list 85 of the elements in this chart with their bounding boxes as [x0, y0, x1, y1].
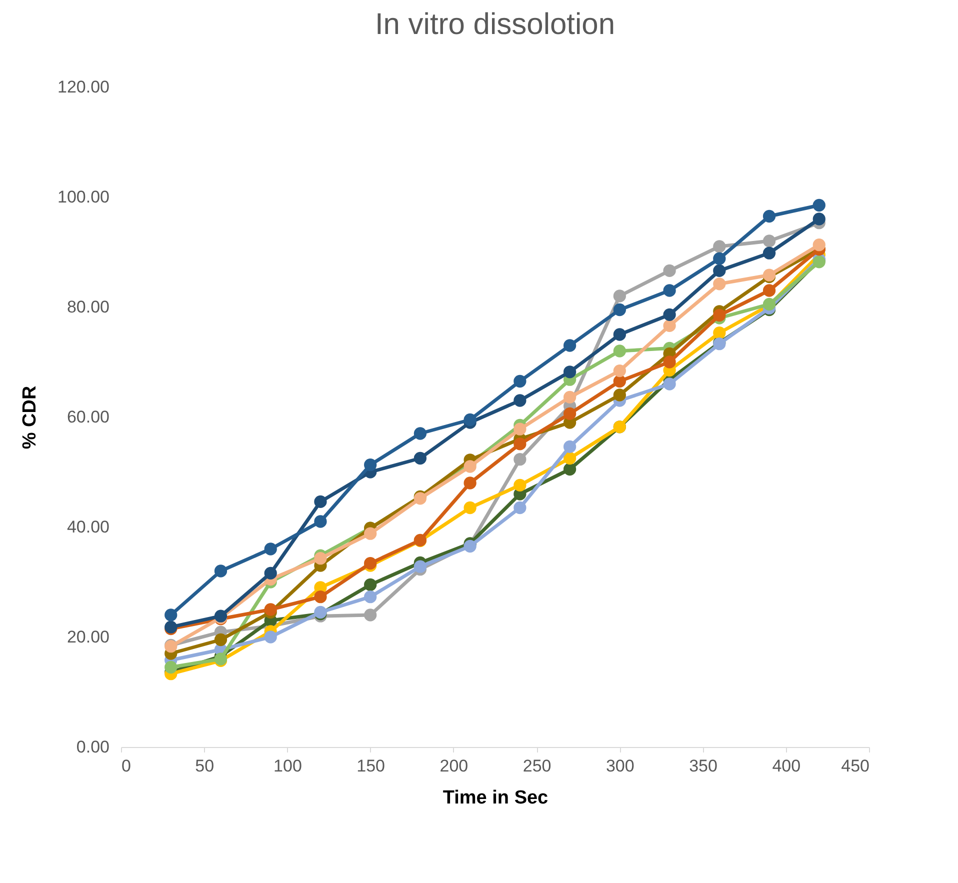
point: [264, 542, 277, 556]
point: [713, 264, 726, 278]
point: [464, 476, 476, 490]
point: [514, 422, 526, 436]
point: [563, 462, 576, 476]
point: [663, 356, 676, 368]
x-tick-label: 350: [689, 756, 718, 776]
y-tick-label: 60.00: [66, 408, 110, 426]
point: [613, 303, 626, 316]
point: [414, 452, 427, 465]
point: [214, 564, 228, 578]
point: [762, 284, 776, 297]
point: [214, 633, 228, 646]
point: [713, 326, 726, 340]
point: [164, 608, 178, 622]
point: [464, 460, 476, 473]
point: [762, 210, 776, 223]
point: [563, 339, 576, 352]
x-tick-label: 400: [772, 756, 801, 776]
y-tick-label: 0.00: [76, 738, 110, 756]
point: [414, 560, 427, 573]
point: [663, 308, 676, 322]
point: [762, 246, 776, 260]
point: [364, 608, 377, 622]
x-tick-label: 100: [274, 756, 302, 776]
y-tick-label: 100.00: [58, 188, 110, 206]
point: [314, 590, 327, 604]
point: [264, 566, 277, 580]
x-tick-label: 200: [440, 756, 468, 776]
point: [663, 378, 676, 390]
point: [812, 198, 826, 212]
x-tick-label: 0: [122, 756, 131, 776]
point: [464, 501, 476, 514]
point: [514, 438, 526, 450]
point: [414, 427, 427, 440]
point: [613, 364, 626, 378]
y-tick-label: 120.00: [58, 78, 110, 96]
point: [663, 284, 676, 297]
point: [314, 552, 327, 565]
point: [364, 527, 377, 540]
point: [713, 252, 726, 265]
point: [314, 515, 327, 528]
point: [314, 495, 327, 508]
point: [164, 660, 178, 674]
point: [713, 240, 726, 253]
point: [613, 388, 626, 402]
point: [264, 630, 277, 644]
point: [364, 458, 377, 472]
y-tick-label: 40.00: [66, 518, 110, 536]
point: [563, 390, 576, 404]
point: [514, 374, 526, 388]
point: [613, 290, 626, 302]
y-tick-label: 80.00: [66, 298, 110, 316]
point: [563, 440, 576, 454]
point: [563, 366, 576, 378]
point: [663, 264, 676, 278]
x-tick-label: 150: [356, 756, 386, 776]
point: [812, 238, 826, 252]
point: [264, 603, 277, 616]
x-tick-label: 250: [522, 756, 552, 776]
point: [812, 212, 826, 226]
y-axis-title: % CDR: [20, 386, 41, 450]
x-tick-label: 300: [606, 756, 634, 776]
point: [464, 413, 476, 426]
x-tick-label: 50: [195, 756, 214, 776]
point: [613, 328, 626, 341]
point: [663, 319, 676, 332]
point: [514, 478, 526, 492]
x-axis-title: Time in Sec: [442, 788, 549, 808]
point: [364, 578, 377, 592]
point: [563, 407, 576, 420]
point: [364, 590, 377, 604]
point: [514, 394, 526, 407]
x-tick-label: 450: [841, 756, 870, 776]
point: [514, 501, 526, 514]
chart-title: In vitro dissolotion: [374, 8, 616, 41]
point: [713, 278, 726, 290]
point: [364, 556, 377, 570]
point: [713, 308, 726, 322]
point: [762, 234, 776, 248]
point: [563, 452, 576, 465]
point: [613, 344, 626, 358]
point: [514, 453, 526, 466]
point: [613, 374, 626, 388]
y-tick-label: 20.00: [66, 628, 110, 646]
